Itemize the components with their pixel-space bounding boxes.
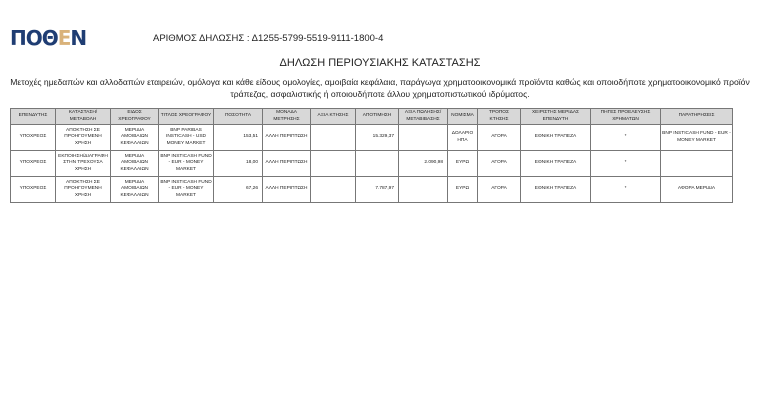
column-header: ΑΠΟΤΙΜΗΣΗ	[355, 108, 399, 125]
column-header: ΧΕΙΡΙΣΤΗΣ ΜΕΡΙΔΑΣ ΕΠΕΝΔΥΤΗ	[520, 108, 591, 125]
table-cell: 153,51	[213, 124, 263, 151]
table-cell: ΜΕΡΙΔΙΑ ΑΜΟΙΒΑΙΩΝ ΚΕΦΑΛΑΙΩΝ	[110, 150, 159, 177]
column-header: ΕΙΔΟΣ ΧΡΕΟΓΡΑΦΟΥ	[110, 108, 159, 125]
table-cell: ΕΘΝΙΚΗ ΤΡΑΠΕΖΑ	[520, 176, 591, 203]
table-cell	[355, 150, 399, 177]
subtitle-line-1: Μετοχές ημεδαπών και αλλοδαπών εταιρειών…	[10, 77, 750, 87]
table-cell: 2.090,98	[398, 150, 448, 177]
table-cell: ΥΠΟΧΡΕΟΣ	[10, 176, 56, 203]
table-cell: ΑΛΛΗ ΠΕΡΙΠΤΩΣΗ	[262, 124, 311, 151]
table-cell: *	[590, 176, 661, 203]
table-cell: ΑΠΟΚΤΗΣΗ ΣΕ ΠΡΟΗΓΟΥΜΕΝΗ ΧΡΗΣΗ	[55, 124, 111, 151]
table-cell: ΜΕΡΙΔΙΑ ΑΜΟΙΒΑΙΩΝ ΚΕΦΑΛΑΙΩΝ	[110, 176, 159, 203]
table-cell: BNP INSTICASH FUND - EUR - MONEY MARKET	[660, 124, 733, 151]
table-cell	[310, 150, 356, 177]
table-cell: BNP INSTICASH FUND - EUR - MONEY MARKET	[158, 176, 214, 203]
table-cell: ΑΓΟΡΑ	[477, 176, 521, 203]
column-header: ΕΠΕΝΔΥΤΗΣ	[10, 108, 56, 125]
table-cell	[310, 176, 356, 203]
declaration-label: ΑΡΙΘΜΟΣ ΔΗΛΩΣΗΣ :	[153, 33, 250, 44]
table-cell: 67,26	[213, 176, 263, 203]
column-header: ΠΑΡΑΤΗΡΗΣΕΙΣ	[660, 108, 733, 125]
column-header: ΚΑΤΑΣΤΑΣΗ/ ΜΕΤΑΒΟΛΗ	[55, 108, 111, 125]
table-cell	[660, 150, 733, 177]
table-row: ΥΠΟΧΡΕΟΣ ΑΠΟΚΤΗΣΗ ΣΕ ΠΡΟΗΓΟΥΜΕΝΗ ΧΡΗΣΗ ΜΕΡ…	[10, 176, 733, 203]
top-bar: ΠΟΘΕΝ ΑΡΙΘΜΟΣ ΔΗΛΩΣΗΣ : Δ1255-5799-5519-…	[0, 0, 760, 52]
table-cell: ΑΛΛΗ ΠΕΡΙΠΤΩΣΗ	[262, 150, 311, 177]
table-cell: ΜΕΡΙΔΙΑ ΑΜΟΙΒΑΙΩΝ ΚΕΦΑΛΑΙΩΝ	[110, 124, 159, 151]
table-row: ΥΠΟΧΡΕΟΣ ΕΚΠΟΙΗΣΗ/ΔΙΑΓΡΑΦΗ ΣΤΗΝ ΤΡΕΧΟΥΣΑ …	[10, 150, 733, 177]
table-cell: ΑΛΛΗ ΠΕΡΙΠΤΩΣΗ	[262, 176, 311, 203]
declaration-number: ΑΡΙΘΜΟΣ ΔΗΛΩΣΗΣ : Δ1255-5799-5519-9111-1…	[153, 33, 383, 45]
table-cell: BNP PARIBAS INSTICASH - USD MONEY MARKET	[158, 124, 214, 151]
table-cell	[398, 124, 448, 151]
table-cell: ΑΦΟΡΑ ΜΕΡΙΔΙΑ	[660, 176, 733, 203]
table-cell	[310, 124, 356, 151]
column-header: ΤΙΤΛΟΣ ΧΡΕΟΓΡΑΦΟΥ	[158, 108, 214, 125]
table-cell: ΕΘΝΙΚΗ ΤΡΑΠΕΖΑ	[520, 124, 591, 151]
table-container: ΕΠΕΝΔΥΤΗΣ ΚΑΤΑΣΤΑΣΗ/ ΜΕΤΑΒΟΛΗ ΕΙΔΟΣ ΧΡΕΟΓΡ…	[10, 108, 733, 203]
table-cell	[398, 176, 448, 203]
table-cell: ΥΠΟΧΡΕΟΣ	[10, 124, 56, 151]
table-cell: 18,00	[213, 150, 263, 177]
declaration-value: Δ1255-5799-5519-9111-1800-4	[251, 33, 384, 44]
column-header: ΑΞΙΑ ΠΩΛΗΣΗΣ/ ΜΕΤΑΒΙΒΑΣΗΣ	[398, 108, 448, 125]
table-cell: ΕΚΠΟΙΗΣΗ/ΔΙΑΓΡΑΦΗ ΣΤΗΝ ΤΡΕΧΟΥΣΑ ΧΡΗΣΗ	[55, 150, 111, 177]
table-row: ΥΠΟΧΡΕΟΣ ΑΠΟΚΤΗΣΗ ΣΕ ΠΡΟΗΓΟΥΜΕΝΗ ΧΡΗΣΗ ΜΕΡ…	[10, 124, 733, 151]
table-cell: ΔΟΛΑΡΙΟ ΗΠΑ	[447, 124, 478, 151]
table-cell: ΑΓΟΡΑ	[477, 150, 521, 177]
column-header: ΜΟΝΑΔΑ ΜΕΤΡΗΣΗΣ	[262, 108, 311, 125]
pothen-logo: ΠΟΘΕΝ	[10, 26, 87, 50]
page-subtitle: Μετοχές ημεδαπών και αλλοδαπών εταιρειών…	[5, 76, 755, 100]
table-cell: ΕΥΡΩ	[447, 176, 478, 203]
table-cell: 15.329,37	[355, 124, 399, 151]
table-cell: ΥΠΟΧΡΕΟΣ	[10, 150, 56, 177]
page-title: ΔΗΛΩΣΗ ΠΕΡΙΟΥΣΙΑΚΗΣ ΚΑΤΑΣΤΑΣΗΣ	[279, 57, 481, 69]
table-cell: 7.787,97	[355, 176, 399, 203]
column-header: ΑΞΙΑ ΚΤΗΣΗΣ	[310, 108, 356, 125]
column-header: ΠΟΣΟΤΗΤΑ	[213, 108, 263, 125]
subtitle-line-2: τράπεζας, ασφαλιστικής ή οποιουδήποτε άλ…	[230, 89, 530, 99]
column-header: ΝΟΜΙΣΜΑ	[447, 108, 478, 125]
table-header: ΕΠΕΝΔΥΤΗΣ ΚΑΤΑΣΤΑΣΗ/ ΜΕΤΑΒΟΛΗ ΕΙΔΟΣ ΧΡΕΟΓΡ…	[10, 108, 733, 125]
table-cell: ΕΥΡΩ	[447, 150, 478, 177]
table-cell: *	[590, 124, 661, 151]
table-cell: ΑΠΟΚΤΗΣΗ ΣΕ ΠΡΟΗΓΟΥΜΕΝΗ ΧΡΗΣΗ	[55, 176, 111, 203]
table-cell: BNP INSTICASH FUND - EUR - MONEY MARKET	[158, 150, 214, 177]
assets-table: ΕΠΕΝΔΥΤΗΣ ΚΑΤΑΣΤΑΣΗ/ ΜΕΤΑΒΟΛΗ ΕΙΔΟΣ ΧΡΕΟΓΡ…	[10, 108, 733, 203]
table-cell: ΕΘΝΙΚΗ ΤΡΑΠΕΖΑ	[520, 150, 591, 177]
table-cell: *	[590, 150, 661, 177]
table-cell: ΑΓΟΡΑ	[477, 124, 521, 151]
column-header: ΤΡΟΠΟΣ ΚΤΗΣΗΣ	[477, 108, 521, 125]
column-header: ΠΗΓΕΣ ΠΡΟΕΛΕΥΣΗΣ ΧΡΗΜΑΤΩΝ	[590, 108, 661, 125]
